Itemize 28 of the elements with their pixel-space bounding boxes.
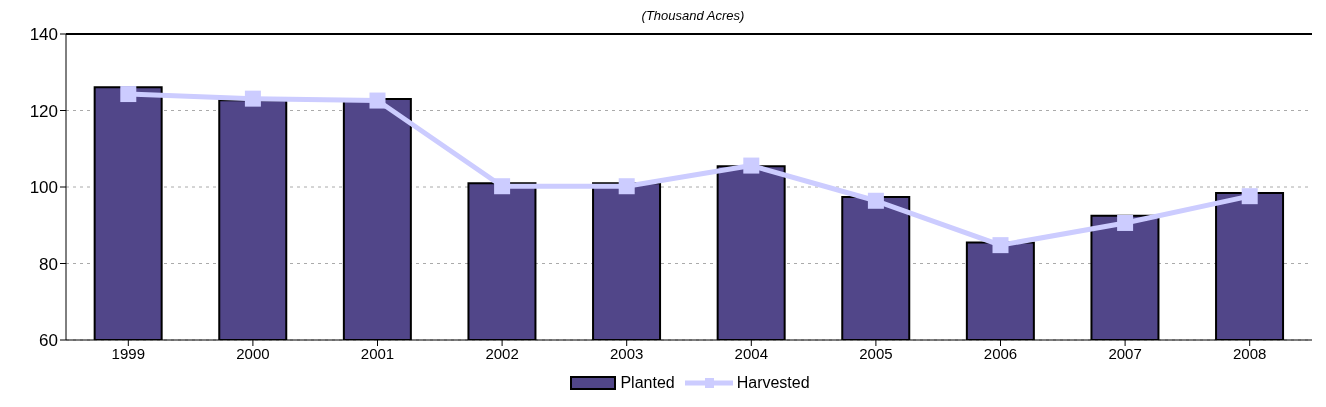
point — [618, 178, 635, 195]
point — [120, 86, 137, 103]
x-tick-label: 2001 — [360, 344, 395, 362]
point — [1241, 188, 1258, 205]
y-tick-label: 120 — [29, 101, 58, 121]
x-tick-label: 1999 — [111, 344, 145, 362]
y-tick-label: 140 — [29, 25, 58, 45]
point — [494, 178, 511, 195]
y-tick-label: 80 — [39, 254, 58, 274]
chart-title: (Thousand Acres) — [640, 8, 746, 25]
point — [867, 192, 884, 209]
x-tick-label: 2007 — [1108, 344, 1142, 362]
x-tick-label: 2008 — [1233, 344, 1267, 362]
x-tick-label: 2002 — [485, 344, 519, 362]
x-tick-label: 2005 — [859, 344, 893, 362]
x-tick-label: 2003 — [610, 344, 644, 362]
legend-label: Planted — [620, 374, 675, 392]
x-tick-label: 2004 — [734, 344, 768, 362]
point — [244, 90, 261, 107]
x-tick-label: 2000 — [236, 344, 270, 362]
y-tick-label: 60 — [39, 331, 58, 351]
point — [1117, 214, 1134, 231]
y-tick-label: 100 — [29, 178, 58, 198]
x-tick-label: 2006 — [983, 344, 1018, 362]
point — [743, 157, 760, 174]
legend-label: Harvested — [736, 374, 810, 392]
point — [369, 92, 386, 109]
point — [992, 237, 1009, 254]
